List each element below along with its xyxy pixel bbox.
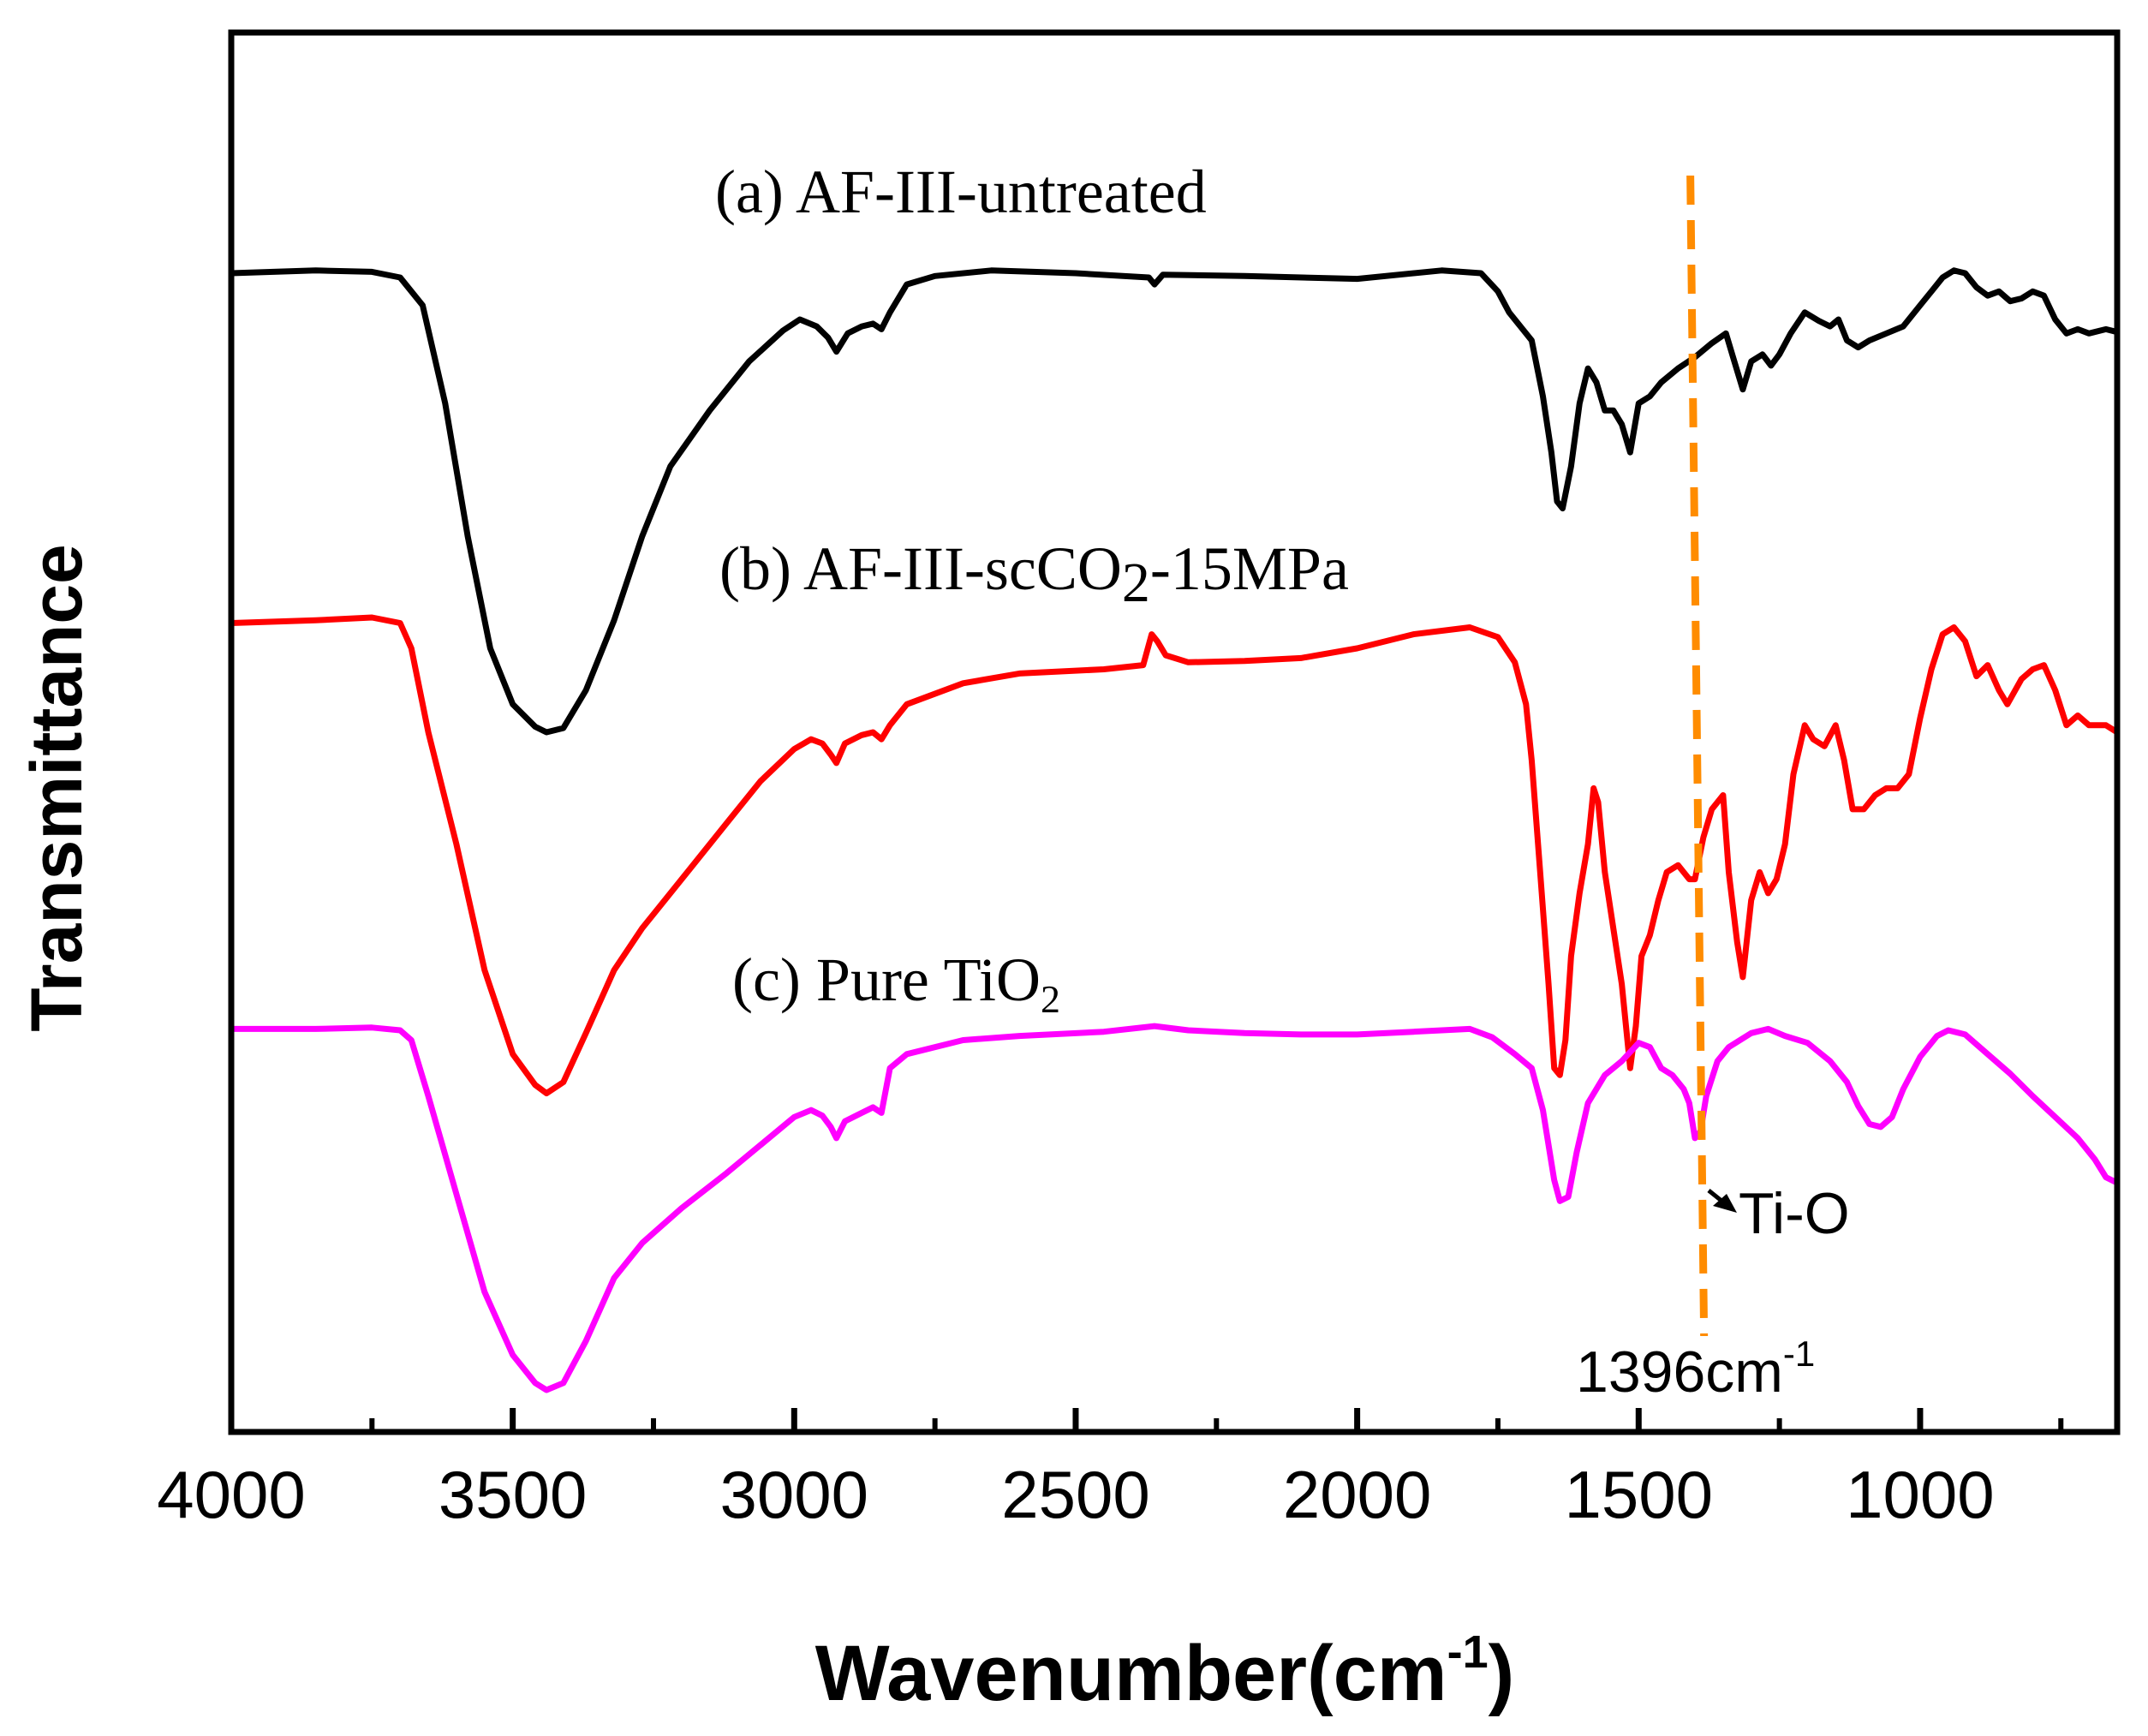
x-tick-label-3500: 3500 xyxy=(439,1457,588,1532)
series-label-a: (a) AF-III-untreated xyxy=(715,158,1207,226)
ti-o-arrow xyxy=(1707,1189,1737,1213)
series-label-b: (b) AF-III-scCO2-15MPa xyxy=(719,534,1349,614)
ti-o-label: Ti-O xyxy=(1739,1181,1850,1246)
y-axis-title: Transmittance xyxy=(16,544,97,1032)
reference-vline-1396 xyxy=(1686,175,1709,1337)
x-axis-ticks: 4000 3500 3000 2500 2000 1500 1000 xyxy=(157,1408,2064,1532)
x-tick-label-3000: 3000 xyxy=(720,1457,869,1532)
series-label-c: (c) Pure TiO2 xyxy=(732,946,1060,1021)
series-line-c xyxy=(231,1023,2119,1393)
annotation-layer xyxy=(1686,175,1709,1337)
x-tick-label-1500: 1500 xyxy=(1565,1457,1714,1532)
x-tick-label-1000: 1000 xyxy=(1846,1457,1995,1532)
peak-wavenumber-label: 1396cm-1 xyxy=(1576,1333,1815,1405)
series-line-a xyxy=(230,267,2118,736)
plot-frame xyxy=(228,29,2121,1435)
series-layer xyxy=(230,267,2119,1393)
series-line-b xyxy=(230,614,2119,1097)
x-axis-title: Wavenumber(cm-1) xyxy=(815,1626,1515,1717)
x-tick-label-4000: 4000 xyxy=(157,1457,306,1532)
x-tick-label-2000: 2000 xyxy=(1283,1457,1432,1532)
x-tick-label-2500: 2500 xyxy=(1001,1457,1150,1532)
